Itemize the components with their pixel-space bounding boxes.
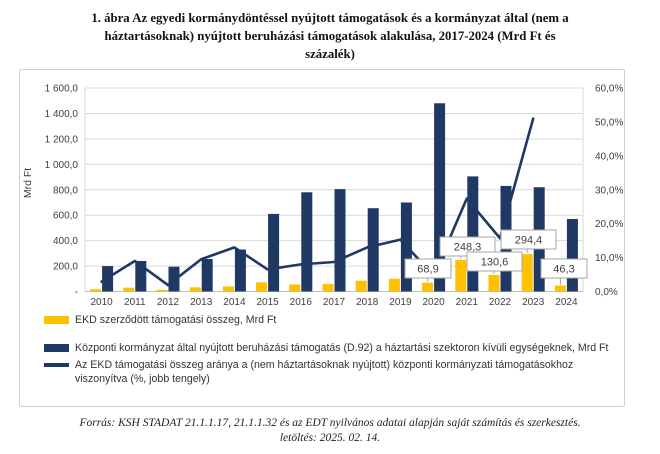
x-axis-tick: 2018 xyxy=(356,297,379,308)
y-axis-tick-right: 40,0% xyxy=(595,151,623,162)
bar-d92-2015 xyxy=(268,213,280,292)
chart-title-line-1: 1. ábra Az egyedi kormánydöntéssel nyújt… xyxy=(91,11,569,25)
bar-ekd-2011 xyxy=(123,287,135,292)
source-note-line-2: letöltés: 2025. 02. 14. xyxy=(279,432,381,444)
chart-legend: EKD szerződött támogatási összeg, Mrd Ft… xyxy=(44,313,620,389)
y-axis-tick-right: 30,0% xyxy=(595,185,623,196)
bar-d92-2024 xyxy=(566,219,578,292)
chart-title: 1. ábra Az egyedi kormánydöntéssel nyújt… xyxy=(0,0,660,63)
bar-d92-2020 xyxy=(434,103,446,292)
y-axis-tick-right: 50,0% xyxy=(595,117,623,128)
data-label: 68,9 xyxy=(417,264,438,276)
callout-box xyxy=(500,229,557,250)
bar-ekd-2015 xyxy=(256,282,268,292)
legend-label-ekd: EKD szerződött támogatási összeg, Mrd Ft xyxy=(75,314,277,326)
y-axis-tick-left: 200,0 xyxy=(53,262,78,273)
legend-item-d92: Központi kormányzat által nyújtott beruh… xyxy=(44,341,620,355)
legend-swatch-ratio-line-icon xyxy=(44,363,69,367)
legend-swatch-ekd-icon xyxy=(44,316,69,324)
bar-d92-2018 xyxy=(367,208,379,292)
y-axis-tick-right: 10,0% xyxy=(595,253,623,264)
x-axis-tick: 2023 xyxy=(522,297,545,308)
x-axis-tick: 2020 xyxy=(422,297,445,308)
y-axis-tick-right: 0,0% xyxy=(595,287,618,298)
y-axis-tick-left: 1 200,0 xyxy=(45,134,79,145)
legend-label-d92: Központi kormányzat által nyújtott beruh… xyxy=(75,342,609,354)
y-axis-tick-left: 400,0 xyxy=(53,236,78,247)
bar-ekd-2023 xyxy=(521,254,533,292)
bar-d92-2013 xyxy=(201,259,213,292)
bar-ekd-2017 xyxy=(322,283,334,292)
x-axis-tick: 2016 xyxy=(290,297,313,308)
bar-ekd-2010 xyxy=(90,289,102,292)
bar-d92-2021 xyxy=(467,176,479,292)
bar-ekd-2016 xyxy=(289,284,301,292)
legend-label-ratio: Az EKD támogatási összeg aránya a (nem h… xyxy=(75,359,574,385)
bar-d92-2016 xyxy=(301,192,313,292)
x-axis-tick: 2024 xyxy=(555,297,578,308)
bar-ekd-2012 xyxy=(156,289,168,292)
x-axis-tick: 2015 xyxy=(256,297,279,308)
bar-ekd-2024 xyxy=(554,285,566,292)
legend-item-ekd: EKD szerződött támogatási összeg, Mrd Ft xyxy=(44,313,620,327)
y-axis-tick-left: 1 400,0 xyxy=(45,109,79,120)
data-label: 294,4 xyxy=(515,235,543,247)
bar-ekd-2021 xyxy=(455,259,467,292)
chart-title-line-2: háztartásoknak) nyújtott beruházási támo… xyxy=(104,29,556,43)
chart-container: Mrd Ft 1 600,0 1 400,0 1 200,0 1 000,0 800,0… xyxy=(19,69,625,407)
y-axis-tick-right: 20,0% xyxy=(595,219,623,230)
bar-d92-2011 xyxy=(135,260,147,292)
chart-title-line-3: százalék) xyxy=(305,47,355,61)
bar-ekd-2018 xyxy=(355,280,367,292)
x-axis-tick: 2017 xyxy=(323,297,346,308)
y-axis-tick-left: 1 600,0 xyxy=(45,84,79,95)
x-axis-tick: 2012 xyxy=(157,297,180,308)
x-axis-tick: 2010 xyxy=(90,297,113,308)
x-axis-tick: 2021 xyxy=(456,297,479,308)
callout-box xyxy=(404,258,452,279)
legend-item-ratio: Az EKD támogatási összeg aránya a (nem h… xyxy=(44,358,620,386)
y-axis-tick-right: 60,0% xyxy=(595,84,623,95)
data-label: 130,6 xyxy=(481,257,509,269)
bar-ekd-2019 xyxy=(388,278,400,292)
bar-d92-2014 xyxy=(234,249,246,292)
y-axis-tick-left: - xyxy=(75,287,78,298)
x-axis-tick: 2011 xyxy=(124,297,146,308)
y-axis-tick-left: 1 000,0 xyxy=(45,160,79,171)
callout-box xyxy=(540,258,588,279)
source-note: Forrás: KSH STADAT 21.1.1.17, 21.1.1.32 … xyxy=(0,416,660,446)
bar-ekd-2020 xyxy=(422,282,434,292)
data-label: 46,3 xyxy=(553,264,574,276)
legend-swatch-d92-icon xyxy=(44,344,69,352)
source-note-line-1: Forrás: KSH STADAT 21.1.1.17, 21.1.1.32 … xyxy=(79,417,581,429)
chart-plot: 1 600,0 1 400,0 1 200,0 1 000,0 800,0 600,0 40… xyxy=(45,84,624,309)
bar-ekd-2013 xyxy=(189,287,201,292)
data-label: 248,3 xyxy=(454,242,482,254)
ratio-line xyxy=(100,117,535,287)
callout-box xyxy=(466,251,523,272)
y-axis-tick-left: 600,0 xyxy=(53,211,78,222)
x-axis-tick: 2019 xyxy=(389,297,412,308)
x-axis-tick: 2022 xyxy=(489,297,512,308)
x-axis-tick: 2013 xyxy=(190,297,213,308)
bar-ekd-2022 xyxy=(488,274,500,292)
x-axis-tick: 2014 xyxy=(223,297,246,308)
y-axis-title: Mrd Ft xyxy=(22,167,34,199)
y-axis-tick-left: 800,0 xyxy=(53,185,78,196)
bar-ekd-2014 xyxy=(222,286,234,292)
bar-d92-2017 xyxy=(334,189,346,292)
